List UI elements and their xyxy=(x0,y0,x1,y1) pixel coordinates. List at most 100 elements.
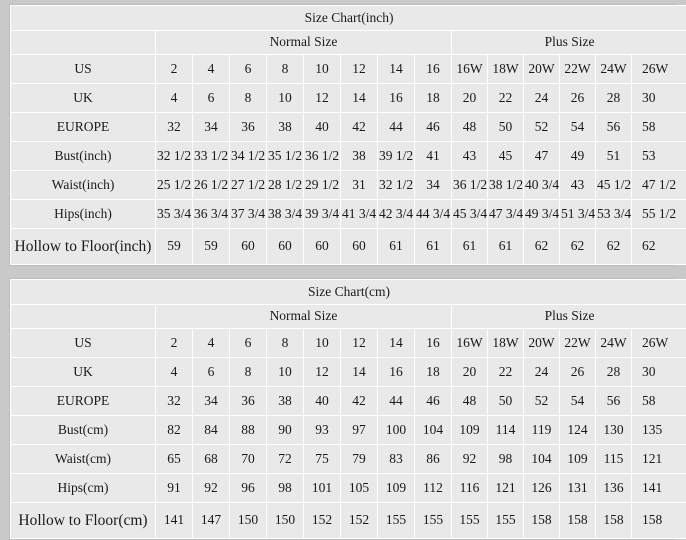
cell-value: 72 xyxy=(267,445,304,474)
cell-value: 155 xyxy=(415,503,452,539)
cell-value: 92 xyxy=(193,474,230,503)
cell-value: 83 xyxy=(378,445,415,474)
cell-value: 53 3/4 xyxy=(596,200,632,229)
cell-value: 22W xyxy=(560,329,596,358)
cell-value: 36 xyxy=(230,387,267,416)
cell-value: 62 xyxy=(524,229,560,265)
cell-value: 8 xyxy=(230,358,267,387)
table-body: Size Chart(cm) Normal Size Plus Size US … xyxy=(11,280,686,539)
cell-value: 2 xyxy=(156,329,193,358)
cell-value: 44 3/4 xyxy=(415,200,452,229)
cell-value: 52 xyxy=(524,113,560,142)
cell-value: 55 1/2 xyxy=(632,200,686,229)
cell-value: 26W xyxy=(632,55,686,84)
cell-value: 141 xyxy=(632,474,686,503)
cell-value: 109 xyxy=(452,416,488,445)
cell-value: 36 1/2 xyxy=(452,171,488,200)
cell-value: 14 xyxy=(378,55,415,84)
cell-value: 90 xyxy=(267,416,304,445)
cell-value: 20 xyxy=(452,84,488,113)
cell-value: 4 xyxy=(156,84,193,113)
cell-value: 39 1/2 xyxy=(378,142,415,171)
cell-value: 44 xyxy=(378,387,415,416)
cell-value: 16 xyxy=(415,55,452,84)
cell-value: 6 xyxy=(230,329,267,358)
cell-value: 36 xyxy=(230,113,267,142)
cell-value: 26 xyxy=(560,84,596,113)
cell-value: 56 xyxy=(596,387,632,416)
cell-value: 45 xyxy=(488,142,524,171)
row-label-waist: Waist(cm) xyxy=(11,445,156,474)
table-row-europe: EUROPE 32 34 36 38 40 42 44 46 48 50 52 … xyxy=(11,387,686,416)
cell-value: 24 xyxy=(524,358,560,387)
cell-value: 6 xyxy=(230,55,267,84)
cell-value: 30 xyxy=(632,84,686,113)
cell-value: 104 xyxy=(524,445,560,474)
cell-value: 92 xyxy=(452,445,488,474)
cell-value: 58 xyxy=(632,113,686,142)
table-row-hollow-to-floor: Hollow to Floor(inch) 59 59 60 60 60 60 … xyxy=(11,229,686,265)
cell-value: 46 xyxy=(415,113,452,142)
table-row-uk: UK 4 6 8 10 12 14 16 18 20 22 24 26 28 3… xyxy=(11,84,686,113)
cell-value: 40 xyxy=(304,113,341,142)
cell-value: 61 xyxy=(452,229,488,265)
row-label-hollow-to-floor: Hollow to Floor(inch) xyxy=(11,229,156,265)
row-label-hips: Hips(cm) xyxy=(11,474,156,503)
cell-value: 41 3/4 xyxy=(341,200,378,229)
cell-value: 98 xyxy=(488,445,524,474)
cell-value: 48 xyxy=(452,387,488,416)
cell-value: 26W xyxy=(632,329,686,358)
cell-value: 32 1/2 xyxy=(378,171,415,200)
cell-value: 24W xyxy=(596,329,632,358)
cell-value: 58 xyxy=(632,387,686,416)
cell-value: 8 xyxy=(267,55,304,84)
cell-value: 4 xyxy=(156,358,193,387)
cell-value: 20W xyxy=(524,55,560,84)
cell-value: 45 1/2 xyxy=(596,171,632,200)
cell-value: 34 xyxy=(193,387,230,416)
cell-value: 10 xyxy=(267,84,304,113)
cell-value: 14 xyxy=(378,329,415,358)
group-header-row: Normal Size Plus Size xyxy=(11,31,686,55)
cell-value: 115 xyxy=(596,445,632,474)
chart-title: Size Chart(cm) xyxy=(11,280,686,305)
size-table-inch: Size Chart(inch) Normal Size Plus Size U… xyxy=(10,5,686,265)
cell-value: 52 xyxy=(524,387,560,416)
group-header-plus-size: Plus Size xyxy=(452,305,686,329)
table-row-waist: Waist(cm) 65 68 70 72 75 79 83 86 92 98 … xyxy=(11,445,686,474)
cell-value: 10 xyxy=(304,329,341,358)
row-label-uk: UK xyxy=(11,358,156,387)
cell-value: 141 xyxy=(156,503,193,539)
cell-value: 34 1/2 xyxy=(230,142,267,171)
cell-value: 38 xyxy=(267,113,304,142)
cell-value: 16 xyxy=(378,358,415,387)
cell-value: 61 xyxy=(488,229,524,265)
row-label-hollow-to-floor: Hollow to Floor(cm) xyxy=(11,503,156,539)
cell-value: 18W xyxy=(488,329,524,358)
cell-value: 26 xyxy=(560,358,596,387)
cell-value: 22 xyxy=(488,84,524,113)
cell-value: 14 xyxy=(341,84,378,113)
cell-value: 158 xyxy=(524,503,560,539)
cell-value: 27 1/2 xyxy=(230,171,267,200)
table-row-uk: UK 4 6 8 10 12 14 16 18 20 22 24 26 28 3… xyxy=(11,358,686,387)
row-label-waist: Waist(inch) xyxy=(11,171,156,200)
cell-value: 18W xyxy=(488,55,524,84)
title-row: Size Chart(cm) xyxy=(11,280,686,305)
cell-value: 109 xyxy=(378,474,415,503)
cell-value: 38 xyxy=(341,142,378,171)
cell-value: 62 xyxy=(596,229,632,265)
cell-value: 60 xyxy=(304,229,341,265)
cell-value: 155 xyxy=(378,503,415,539)
cell-value: 51 xyxy=(596,142,632,171)
table-row-hips: Hips(inch) 35 3/4 36 3/4 37 3/4 38 3/4 3… xyxy=(11,200,686,229)
group-header-normal-size: Normal Size xyxy=(156,305,452,329)
cell-value: 48 xyxy=(452,113,488,142)
cell-value: 16W xyxy=(452,329,488,358)
row-label-bust: Bust(cm) xyxy=(11,416,156,445)
cell-value: 62 xyxy=(632,229,686,265)
cell-value: 147 xyxy=(193,503,230,539)
cell-value: 47 xyxy=(524,142,560,171)
cell-value: 6 xyxy=(193,84,230,113)
cell-value: 158 xyxy=(560,503,596,539)
